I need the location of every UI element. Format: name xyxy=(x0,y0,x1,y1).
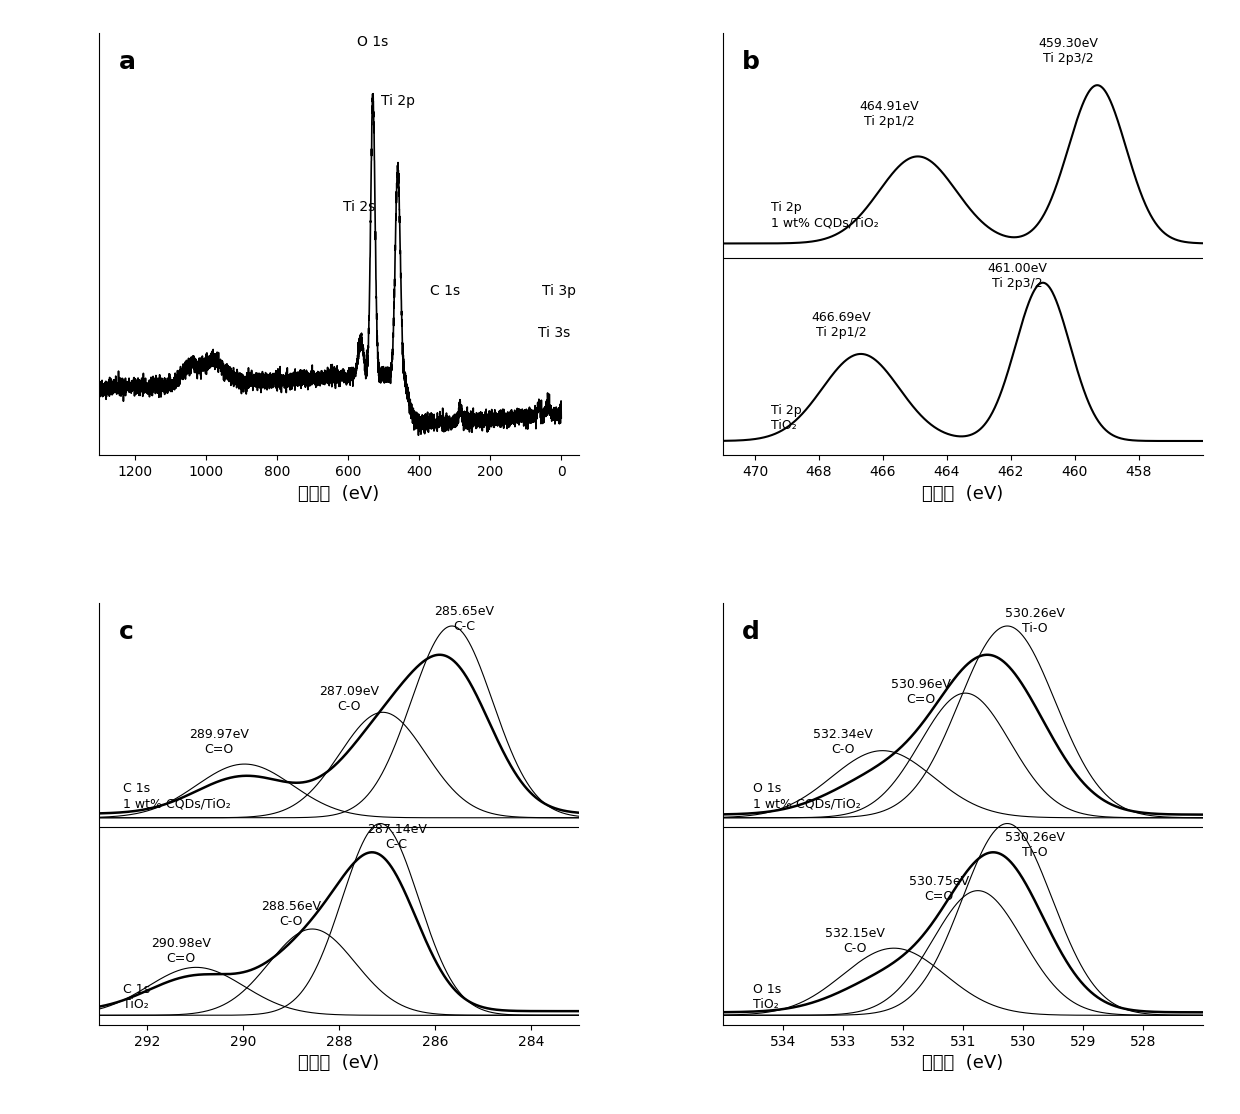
Text: 290.98eV
C=O: 290.98eV C=O xyxy=(151,937,211,965)
Text: Ti 2p: Ti 2p xyxy=(381,95,414,108)
Text: C 1s
TiO₂: C 1s TiO₂ xyxy=(123,984,150,1012)
X-axis label: 结合能  (eV): 结合能 (eV) xyxy=(299,485,379,502)
Text: 288.56eV
C-O: 288.56eV C-O xyxy=(262,900,321,928)
Text: c: c xyxy=(118,619,133,644)
Text: O 1s
1 wt% CQDs/TiO₂: O 1s 1 wt% CQDs/TiO₂ xyxy=(753,782,861,810)
Text: C 1s: C 1s xyxy=(430,284,460,299)
Text: Ti 2p
TiO₂: Ti 2p TiO₂ xyxy=(771,404,801,432)
Text: 461.00eV
Ti 2p3/2: 461.00eV Ti 2p3/2 xyxy=(987,262,1048,290)
Text: 285.65eV
C-C: 285.65eV C-C xyxy=(434,605,494,633)
Text: Ti 2p
1 wt% CQDs/TiO₂: Ti 2p 1 wt% CQDs/TiO₂ xyxy=(771,201,879,229)
Text: 532.15eV
C-O: 532.15eV C-O xyxy=(825,927,885,955)
Text: C 1s
1 wt% CQDs/TiO₂: C 1s 1 wt% CQDs/TiO₂ xyxy=(123,782,231,810)
Text: O 1s
TiO₂: O 1s TiO₂ xyxy=(753,984,781,1012)
Text: 530.26eV
Ti-O: 530.26eV Ti-O xyxy=(1004,831,1065,859)
X-axis label: 结合能  (eV): 结合能 (eV) xyxy=(299,1054,379,1072)
Text: b: b xyxy=(743,50,760,75)
Text: Ti 2s: Ti 2s xyxy=(342,199,374,214)
Text: Ti 3p: Ti 3p xyxy=(542,284,575,299)
Text: 530.26eV
Ti-O: 530.26eV Ti-O xyxy=(1004,607,1065,635)
Text: d: d xyxy=(743,619,760,644)
Text: a: a xyxy=(118,50,135,75)
Text: 466.69eV
Ti 2p1/2: 466.69eV Ti 2p1/2 xyxy=(811,312,872,340)
Text: Ti 3s: Ti 3s xyxy=(538,326,570,340)
Text: 532.34eV
C-O: 532.34eV C-O xyxy=(813,727,873,755)
Text: 464.91eV
Ti 2p1/2: 464.91eV Ti 2p1/2 xyxy=(859,100,919,128)
Text: 287.14eV
C-C: 287.14eV C-C xyxy=(367,823,427,851)
X-axis label: 结合能  (eV): 结合能 (eV) xyxy=(923,1054,1003,1072)
Text: O 1s: O 1s xyxy=(357,35,388,49)
Text: 530.96eV
C=O: 530.96eV C=O xyxy=(892,677,951,705)
Text: 459.30eV
Ti 2p3/2: 459.30eV Ti 2p3/2 xyxy=(1039,37,1099,66)
X-axis label: 结合能  (eV): 结合能 (eV) xyxy=(923,485,1003,502)
Text: 530.75eV
C=O: 530.75eV C=O xyxy=(909,876,968,903)
Text: 287.09eV
C-O: 287.09eV C-O xyxy=(319,685,378,713)
Text: 289.97eV
C=O: 289.97eV C=O xyxy=(190,727,249,755)
